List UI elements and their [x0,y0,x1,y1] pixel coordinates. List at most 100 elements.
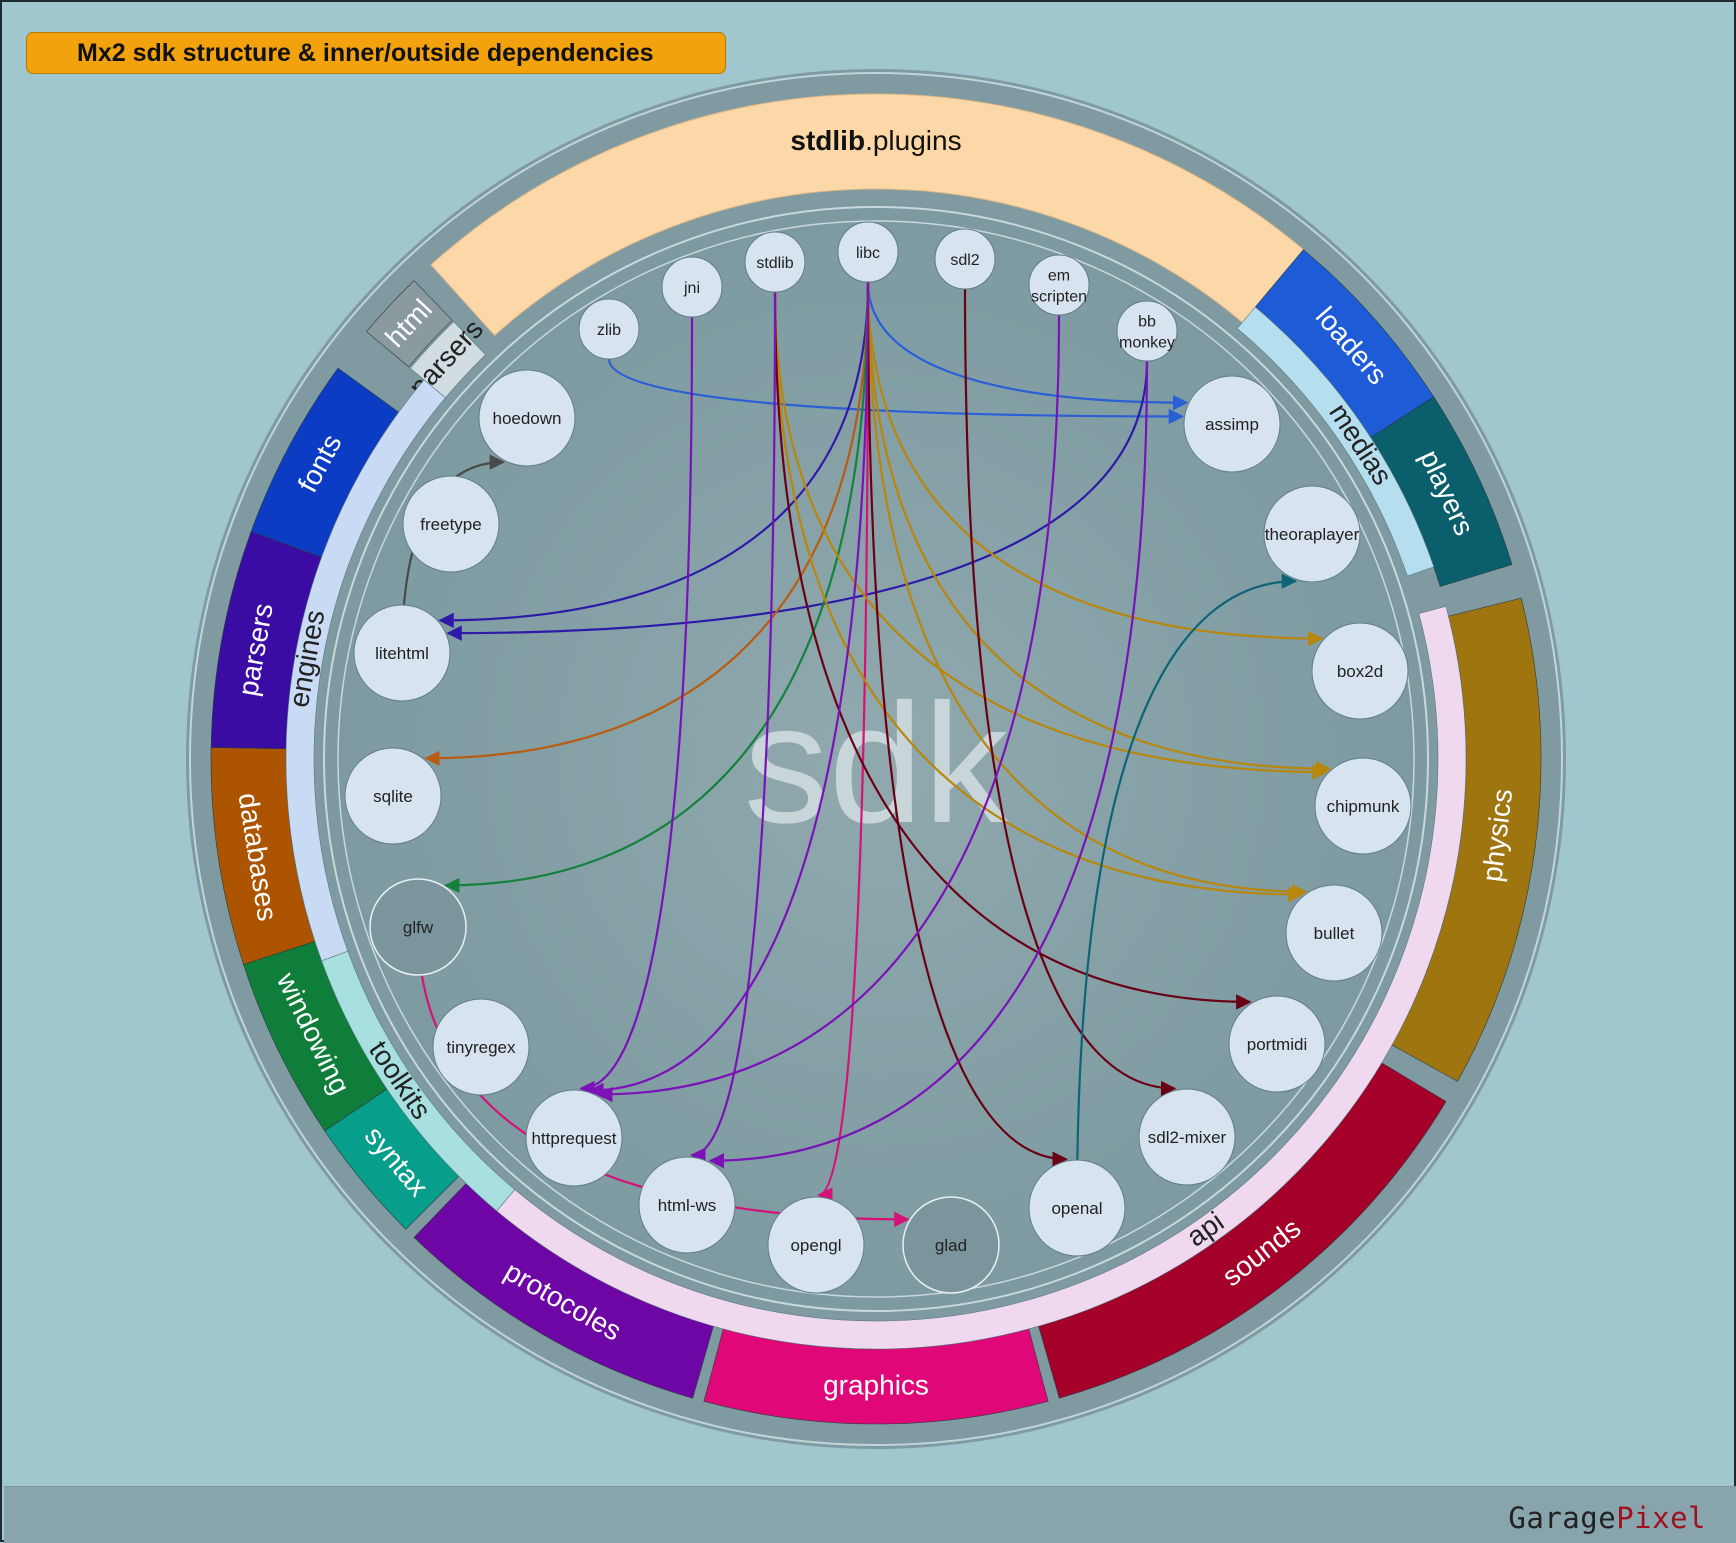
node-tinyregex-label: tinyregex [447,1038,516,1057]
node-libc-label: libc [856,245,880,262]
node-portmidi-circle [1228,995,1326,1093]
node-bullet[interactable]: bullet [1285,884,1383,982]
engines-seg [285,379,446,962]
link-jni-to-httprequest [579,316,694,1097]
node-emscripten-circle [1028,254,1090,316]
node-sqlite[interactable]: sqlite [344,747,442,845]
node-zlib-circle [578,298,640,360]
node-glfw-circle [369,878,467,976]
medias-seg [1236,306,1435,577]
link-libc-to-openal [866,281,1068,1167]
node-bbmonkey[interactable]: bb monkey [1116,300,1178,362]
inner-disc-inner-border [337,220,1415,1298]
node-tinyregex[interactable]: tinyregex [432,998,530,1096]
diagram-title: Mx2 sdk structure & inner/outside depend… [26,32,726,74]
node-jni[interactable]: jni [661,256,723,318]
node-glad[interactable]: glad [902,1196,1000,1294]
link-openal-to-theoraplayer [1075,573,1298,1209]
brand-logo: GaragePixel [1508,1501,1706,1535]
link-libc-to-sqlite [424,281,870,767]
node-emscripten[interactable]: em scripten [1028,254,1090,316]
node-stdlib[interactable]: stdlib [744,231,806,293]
node-sqlite-label: sqlite [373,787,413,806]
node-httprequest-label: httprequest [531,1129,616,1148]
node-sdl2-label: sdl2 [950,252,979,269]
node-portmidi[interactable]: portmidi [1228,995,1326,1093]
node-sqlite-circle [344,747,442,845]
node-sdl2-mixer-circle [1138,1088,1236,1186]
link-libc-to-box2d [866,281,1324,647]
node-portmidi-label: portmidi [1247,1035,1307,1054]
link-libc-to-opengl [817,281,870,1203]
node-emscripten-label: scripten [1031,289,1087,306]
node-sdl2[interactable]: sdl2 [934,228,996,290]
link-libc-to-glfw [444,281,870,894]
node-bbmonkey-label: monkey [1119,335,1175,352]
stdlib-plugins-rest: .plugins [865,125,962,156]
node-opengl-label: opengl [790,1236,841,1255]
node-freetype[interactable]: freetype [402,475,500,573]
node-glad-circle [902,1196,1000,1294]
node-httprequest[interactable]: httprequest [525,1089,623,1187]
node-html-ws-label: html-ws [658,1196,717,1215]
node-glfw[interactable]: glfw [369,878,467,976]
node-opengl[interactable]: opengl [767,1196,865,1294]
node-bbmonkey-circle [1116,300,1178,362]
outer-disc-border [189,72,1563,1446]
node-hoedown-label: hoedown [492,409,561,428]
link-stdlib-to-bullet [773,291,1304,903]
title-text: Mx2 sdk structure & inner/outside depend… [77,38,654,67]
link-sdl2-to-sdl2-mixer [963,288,1177,1097]
node-chipmunk[interactable]: chipmunk [1314,757,1412,855]
node-sdl2-mixer-label: sdl2-mixer [1148,1128,1227,1147]
html-seg [366,280,453,368]
node-hoedown[interactable]: hoedown [478,369,576,467]
node-glad-label: glad [935,1236,967,1255]
inner-disc [320,203,1432,1315]
node-libc-circle [837,221,899,283]
node-litehtml-label: litehtml [375,644,429,663]
node-theoraplayer[interactable]: theoraplayer [1263,485,1361,583]
link-libc-to-chipmunk [866,281,1332,777]
node-emscripten-label: em [1048,268,1070,285]
inner-disc-border [323,206,1429,1312]
node-freetype-circle [402,475,500,573]
link-emscripten-to-httprequest [597,314,1061,1103]
node-stdlib-label: stdlib [756,255,793,272]
link-stdlib-to-portmidi [773,291,1252,1010]
node-assimp[interactable]: assimp [1183,375,1281,473]
node-box2d[interactable]: box2d [1311,622,1409,720]
node-html-ws-circle [638,1156,736,1254]
node-box2d-label: box2d [1337,662,1383,681]
node-bullet-circle [1285,884,1383,982]
stdlib-plugins-bold: stdlib [790,125,865,156]
link-libc-to-httprequest [588,281,870,1099]
node-chipmunk-label: chipmunk [1327,797,1400,816]
brand-part-1: Garage [1508,1501,1617,1535]
link-libc-to-bullet [866,281,1308,900]
node-box2d-circle [1311,622,1409,720]
footer-bar: GaragePixel [4,1486,1736,1543]
node-litehtml-circle [353,604,451,702]
brand-part-2: Pixel [1616,1501,1706,1535]
link-bbmonkey-to-html-ws [708,360,1149,1169]
link-stdlib-to-chipmunk [773,291,1328,780]
node-theoraplayer-label: theoraplayer [1265,525,1360,544]
node-bbmonkey-label: bb [1138,314,1156,331]
node-opengl-circle [767,1196,865,1294]
node-assimp-circle [1183,375,1281,473]
node-html-ws[interactable]: html-ws [638,1156,736,1254]
node-zlib[interactable]: zlib [578,298,640,360]
node-litehtml[interactable]: litehtml [353,604,451,702]
node-glfw-label: glfw [403,918,434,937]
stdlib-plugins-label: stdlib.plugins [790,125,961,156]
node-openal[interactable]: openal [1028,1159,1126,1257]
node-zlib-label: zlib [597,322,621,339]
link-bbmonkey-to-litehtml [446,360,1149,641]
graphics-seg-label: graphics [823,1369,929,1400]
node-libc[interactable]: libc [837,221,899,283]
node-sdl2-mixer[interactable]: sdl2-mixer [1138,1088,1236,1186]
node-jni-circle [661,256,723,318]
node-assimp-label: assimp [1205,415,1259,434]
